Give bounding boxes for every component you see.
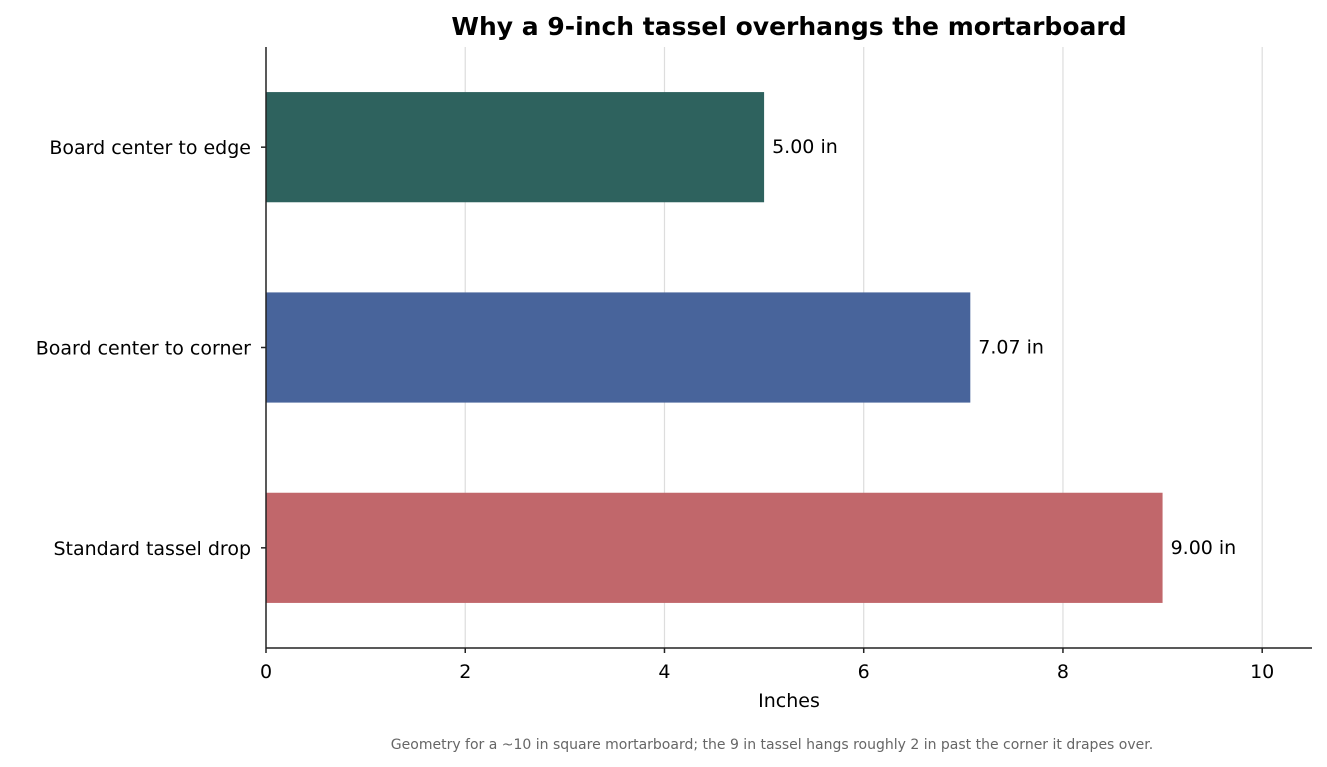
x-tick-label: 8: [1057, 661, 1069, 683]
category-label: Board center to corner: [36, 338, 251, 360]
x-tick-label: 6: [858, 661, 870, 683]
x-tick-label: 4: [658, 661, 670, 683]
x-tick-label: 0: [260, 661, 272, 683]
x-tick-label: 10: [1250, 661, 1274, 683]
bar: [266, 92, 765, 203]
x-axis-title: Inches: [758, 690, 820, 712]
category-label: Standard tassel drop: [53, 538, 251, 560]
bars: 5.00 in 7.07 in 9.00 in: [266, 92, 1236, 603]
category-label: Board center to edge: [49, 137, 251, 159]
bar-value-label: 9.00 in: [1171, 537, 1237, 559]
bar: [266, 492, 1163, 603]
x-tick-label: 2: [459, 661, 471, 683]
bar-value-label: 7.07 in: [978, 337, 1044, 359]
bar-value-label: 5.00 in: [772, 136, 838, 158]
chart-title: Why a 9-inch tassel overhangs the mortar…: [451, 12, 1126, 41]
axes: Board center to edge Board center to corn…: [36, 47, 1312, 683]
bar: [266, 292, 971, 403]
chart-caption: Geometry for a ~10 in square mortarboard…: [391, 737, 1153, 753]
